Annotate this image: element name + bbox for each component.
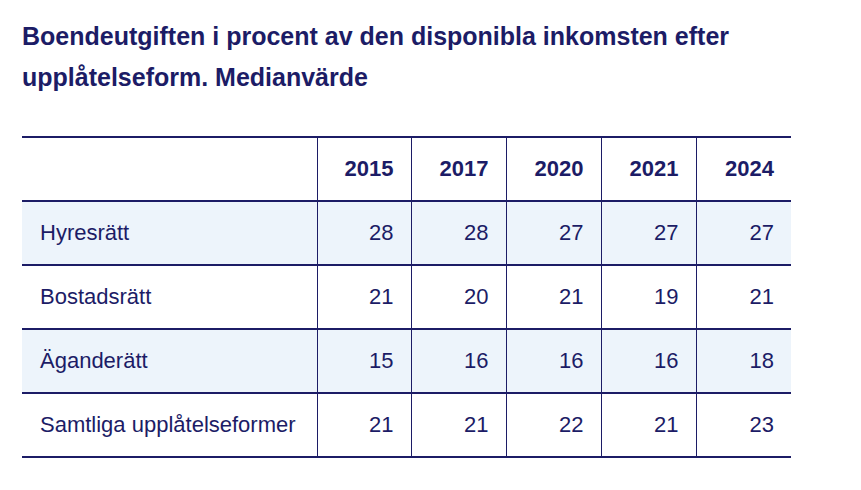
year-header-cell: 2021: [601, 137, 696, 201]
value-cell: 20: [411, 265, 506, 329]
value-cell: 21: [317, 393, 411, 457]
table-row: Hyresrätt 28 28 27 27 27: [22, 201, 791, 265]
table-header: 2015 2017 2020 2021 2024: [22, 137, 791, 201]
value-cell: 28: [317, 201, 411, 265]
value-cell: 16: [411, 329, 506, 393]
row-label-cell: Bostadsrätt: [22, 265, 317, 329]
row-label-cell: Hyresrätt: [22, 201, 317, 265]
header-row: 2015 2017 2020 2021 2024: [22, 137, 791, 201]
value-cell: 22: [506, 393, 601, 457]
value-cell: 21: [506, 265, 601, 329]
value-cell: 27: [696, 201, 791, 265]
housing-expenditure-table: 2015 2017 2020 2021 2024 Hyresrätt 28 28…: [22, 136, 791, 458]
row-label-cell: Äganderätt: [22, 329, 317, 393]
value-cell: 16: [601, 329, 696, 393]
table-body: Hyresrätt 28 28 27 27 27 Bostadsrätt 21 …: [22, 201, 791, 457]
page-title: Boendeutgiften i procent av den disponib…: [22, 16, 822, 98]
value-cell: 21: [317, 265, 411, 329]
value-cell: 16: [506, 329, 601, 393]
page: Boendeutgiften i procent av den disponib…: [0, 0, 861, 490]
table-row: Bostadsrätt 21 20 21 19 21: [22, 265, 791, 329]
year-header-cell: 2015: [317, 137, 411, 201]
table-row: Äganderätt 15 16 16 16 18: [22, 329, 791, 393]
value-cell: 19: [601, 265, 696, 329]
value-cell: 15: [317, 329, 411, 393]
table-row: Samtliga upplåtelseformer 21 21 22 21 23: [22, 393, 791, 457]
year-header-cell: 2017: [411, 137, 506, 201]
row-label-cell: Samtliga upplåtelseformer: [22, 393, 317, 457]
year-header-cell: 2020: [506, 137, 601, 201]
value-cell: 18: [696, 329, 791, 393]
value-cell: 21: [411, 393, 506, 457]
value-cell: 27: [601, 201, 696, 265]
value-cell: 27: [506, 201, 601, 265]
value-cell: 23: [696, 393, 791, 457]
year-header-cell: 2024: [696, 137, 791, 201]
value-cell: 28: [411, 201, 506, 265]
corner-cell: [22, 137, 317, 201]
value-cell: 21: [601, 393, 696, 457]
value-cell: 21: [696, 265, 791, 329]
